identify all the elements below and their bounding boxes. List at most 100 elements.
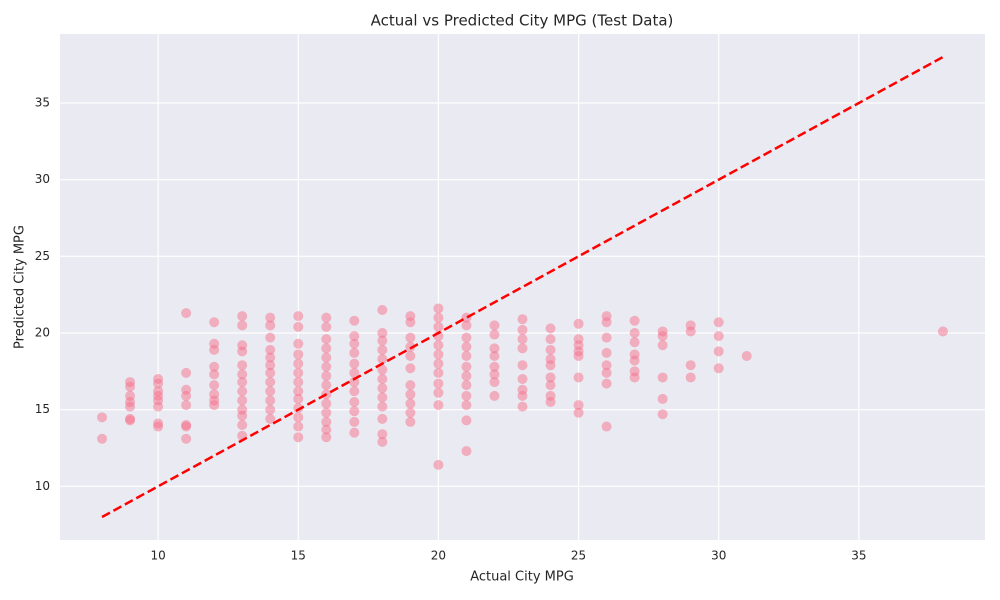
point xyxy=(405,351,416,361)
point xyxy=(405,332,416,343)
point xyxy=(489,351,500,361)
point xyxy=(433,321,444,332)
point xyxy=(517,314,528,325)
point xyxy=(265,312,276,323)
point xyxy=(657,340,668,351)
point xyxy=(377,354,388,365)
y-tick-label: 30 xyxy=(35,172,50,186)
point xyxy=(433,303,444,314)
point xyxy=(713,363,724,374)
point xyxy=(545,360,556,371)
point xyxy=(685,326,696,337)
point xyxy=(349,386,360,397)
point xyxy=(209,344,220,355)
point xyxy=(265,360,276,371)
point xyxy=(405,389,416,400)
point xyxy=(461,361,472,372)
point xyxy=(405,407,416,418)
point xyxy=(405,380,416,391)
point xyxy=(405,398,416,409)
point xyxy=(349,406,360,417)
point xyxy=(685,360,696,371)
point xyxy=(237,395,248,406)
point xyxy=(517,360,528,371)
point xyxy=(209,369,220,380)
point xyxy=(573,351,584,361)
point xyxy=(349,416,360,427)
point xyxy=(545,344,556,355)
point xyxy=(517,390,528,401)
point xyxy=(601,360,612,371)
point xyxy=(321,312,332,323)
point xyxy=(657,409,668,420)
point xyxy=(265,344,276,355)
point xyxy=(321,334,332,345)
point xyxy=(433,459,444,470)
point xyxy=(293,403,304,414)
point xyxy=(153,421,164,432)
point xyxy=(265,413,276,424)
point xyxy=(545,397,556,407)
point xyxy=(265,332,276,343)
point xyxy=(293,311,304,322)
point xyxy=(237,311,248,322)
point xyxy=(433,312,444,323)
point xyxy=(349,331,360,342)
point xyxy=(349,315,360,326)
point xyxy=(293,349,304,360)
point xyxy=(209,361,220,372)
point xyxy=(545,372,556,383)
point xyxy=(601,367,612,378)
point xyxy=(293,432,304,443)
point xyxy=(181,308,192,319)
point xyxy=(517,334,528,345)
point xyxy=(321,380,332,391)
point xyxy=(181,390,192,401)
point xyxy=(489,320,500,331)
point xyxy=(125,401,136,412)
point xyxy=(405,363,416,374)
point xyxy=(461,341,472,352)
point xyxy=(545,380,556,391)
point xyxy=(377,344,388,355)
point xyxy=(293,421,304,432)
point xyxy=(573,372,584,383)
point xyxy=(321,432,332,443)
y-tick-label: 15 xyxy=(35,402,50,416)
point xyxy=(405,341,416,352)
point xyxy=(657,393,668,404)
point xyxy=(517,374,528,384)
x-tick-label: 25 xyxy=(571,549,586,563)
point xyxy=(601,317,612,328)
point xyxy=(489,361,500,372)
point xyxy=(685,372,696,383)
point xyxy=(125,415,136,426)
point xyxy=(433,378,444,389)
point xyxy=(489,369,500,380)
point xyxy=(461,320,472,331)
point xyxy=(293,393,304,404)
point xyxy=(377,436,388,447)
point xyxy=(377,392,388,403)
marks xyxy=(97,55,948,519)
reference-line xyxy=(101,55,944,519)
point xyxy=(433,340,444,351)
x-tick-label: 15 xyxy=(291,549,306,563)
point xyxy=(713,317,724,328)
chart-title: Actual vs Predicted City MPG (Test Data) xyxy=(371,12,674,30)
point xyxy=(461,446,472,457)
point xyxy=(377,364,388,375)
point xyxy=(209,317,220,328)
point xyxy=(573,400,584,411)
point xyxy=(237,346,248,357)
point xyxy=(265,367,276,378)
point xyxy=(377,401,388,412)
point xyxy=(629,315,640,326)
point xyxy=(601,378,612,389)
point xyxy=(741,351,752,361)
point xyxy=(321,352,332,363)
point xyxy=(209,380,220,391)
point xyxy=(489,377,500,388)
point xyxy=(629,355,640,366)
